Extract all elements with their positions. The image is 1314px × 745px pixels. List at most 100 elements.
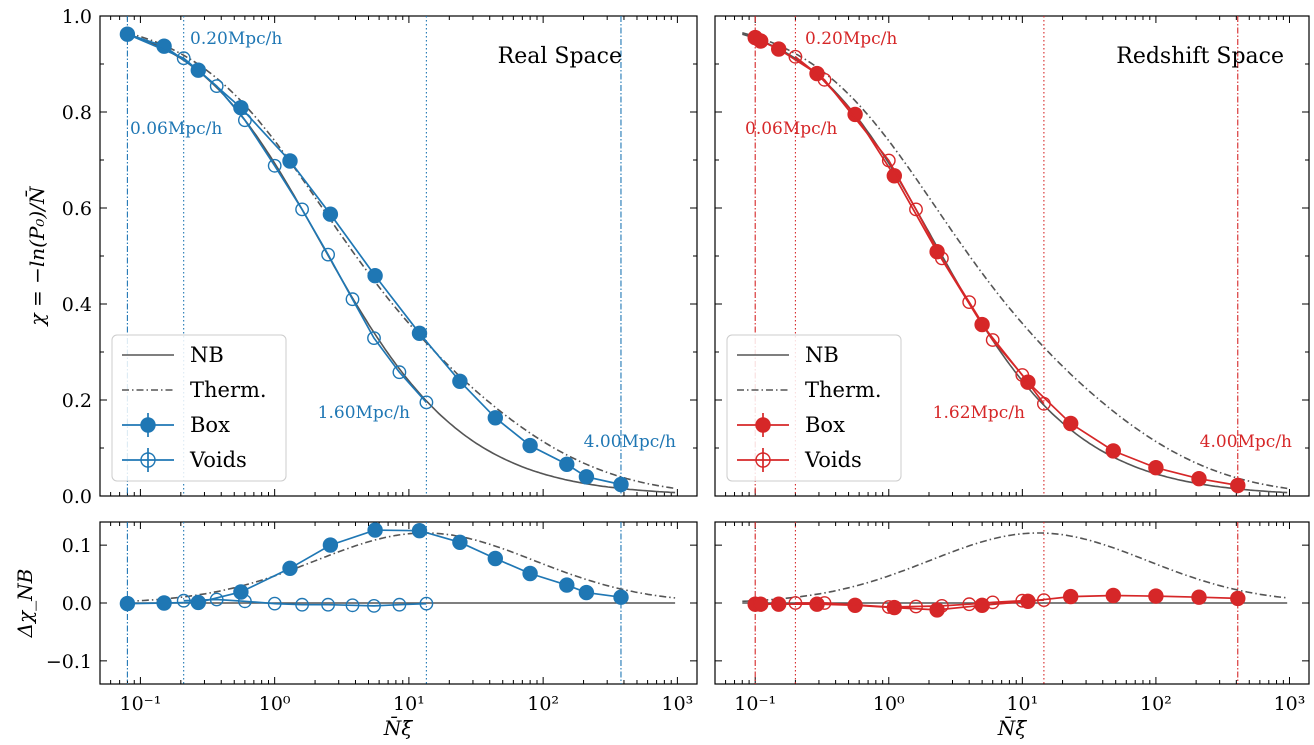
box-point xyxy=(322,206,339,222)
voids-point xyxy=(209,79,224,94)
box-point xyxy=(559,577,575,593)
voids-point xyxy=(209,592,224,607)
voids-point xyxy=(237,113,252,128)
x-axis-ticks xyxy=(99,16,678,496)
box-point xyxy=(1230,477,1246,494)
panel-real-space: 0.0 0.2 0.4 0.6 0.8 1.0 0.06Mpc/h 0.20Mpc/h 1.60… xyxy=(62,6,698,508)
box-point xyxy=(522,565,538,582)
box-point xyxy=(1062,588,1079,605)
box-point xyxy=(233,99,249,116)
legend-swatch-marker xyxy=(755,417,771,433)
legend: NB Therm. Box Voids xyxy=(111,334,287,482)
x-axis-ticks xyxy=(714,16,1290,496)
x-tick-label: 10¹ xyxy=(1006,693,1038,715)
y-tick-label: 0.6 xyxy=(62,198,92,220)
voids-point xyxy=(1037,593,1051,607)
voids-point xyxy=(881,600,896,614)
box-point xyxy=(613,589,629,605)
box-point xyxy=(411,325,428,341)
panel-redshift-space: 0.06Mpc/h 0.20Mpc/h 1.62Mpc/h 4.00Mpc/h NB Th… xyxy=(714,15,1310,497)
box-point xyxy=(367,268,383,284)
box-point xyxy=(367,522,383,538)
x-tick-label: 10⁻¹ xyxy=(119,693,161,715)
voids-point xyxy=(962,295,977,309)
box-point xyxy=(1062,415,1079,432)
scale-marker-label: 4.00Mpc/h xyxy=(584,432,676,452)
box-point xyxy=(452,373,468,389)
voids-point xyxy=(295,202,309,217)
box-point xyxy=(771,41,787,57)
box-point xyxy=(578,469,595,485)
voids-point xyxy=(788,596,803,610)
panel-title-real: Real Space xyxy=(498,44,622,69)
voids-point xyxy=(237,594,252,609)
voids-point xyxy=(881,153,896,168)
panel-title-redshift: Redshift Space xyxy=(1116,44,1284,69)
box-point xyxy=(1191,589,1207,605)
box-point xyxy=(1230,590,1246,607)
voids-point xyxy=(962,597,977,612)
legend-label: Voids xyxy=(189,448,247,472)
voids-point xyxy=(267,158,282,173)
box-point xyxy=(771,596,787,612)
box-point xyxy=(487,410,503,426)
voids-series-line xyxy=(795,599,1044,608)
y-axis-ticks xyxy=(100,15,697,497)
plot-area xyxy=(119,522,676,684)
box-point xyxy=(322,537,339,553)
y-axis-label-bottom: Δχ_NB xyxy=(13,569,37,639)
voids-series-line xyxy=(794,56,1045,405)
plot-area xyxy=(742,522,1288,684)
plot-area xyxy=(119,16,676,496)
voids-point xyxy=(419,395,434,410)
legend: NB Therm. Box Voids xyxy=(726,334,902,482)
y-axis-ticks xyxy=(715,15,1309,497)
voids-point xyxy=(176,51,191,66)
box-point xyxy=(119,595,136,612)
box-point xyxy=(487,550,503,567)
voids-point xyxy=(392,365,407,380)
voids-series-line xyxy=(183,598,427,607)
scale-marker-label: 0.20Mpc/h xyxy=(190,29,282,49)
panel-real-space-residual: 10⁻¹ 10⁰ 10¹ 10² 10³ −0.1 0.0 0.1 xyxy=(46,521,698,715)
box-point xyxy=(1105,587,1122,604)
legend-swatch-marker xyxy=(140,417,156,433)
legend-label: NB xyxy=(190,343,224,367)
x-tick-label: 10¹ xyxy=(393,693,425,715)
box-point xyxy=(753,33,769,49)
voids-point xyxy=(367,599,381,613)
voids-point xyxy=(321,247,335,262)
box-point xyxy=(282,560,298,576)
y-tick-label: 0.8 xyxy=(62,102,92,124)
x-axis-label-left: N̄ξ̄ xyxy=(383,715,414,740)
box-point xyxy=(753,596,769,612)
legend-swatch-marker xyxy=(140,452,156,468)
voids-point xyxy=(321,597,335,612)
box-point xyxy=(522,437,538,454)
legend-box xyxy=(111,334,287,482)
box-point xyxy=(1105,443,1122,459)
y-axis-label-top: χ = −ln(P₀)/N̄ xyxy=(24,185,49,327)
box-point xyxy=(119,26,136,42)
box-point xyxy=(1148,588,1164,604)
box-point xyxy=(282,153,298,169)
y-tick-label: −0.1 xyxy=(46,651,92,673)
legend-label: Therm. xyxy=(805,378,882,402)
voids-point xyxy=(935,599,949,613)
y-tick-label: 0.2 xyxy=(62,390,92,412)
legend-label: Therm. xyxy=(190,378,267,402)
voids-point xyxy=(1015,593,1030,608)
x-tick-label: 10³ xyxy=(1274,693,1306,715)
scale-marker-label: 0.06Mpc/h xyxy=(130,119,222,139)
legend-swatch-marker xyxy=(755,452,771,468)
therm-model-curve xyxy=(742,532,1288,603)
voids-point xyxy=(267,596,282,611)
voids-point xyxy=(909,202,923,217)
x-tick-label: 10³ xyxy=(661,693,693,715)
voids-point xyxy=(345,292,360,307)
voids-point xyxy=(419,596,434,611)
legend-box xyxy=(726,334,902,482)
voids-point xyxy=(120,27,135,42)
voids-point xyxy=(909,599,923,614)
